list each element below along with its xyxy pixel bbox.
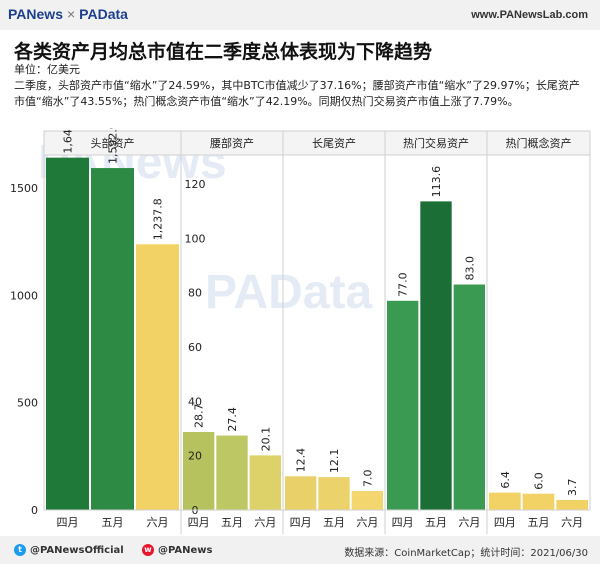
bar [420,201,452,510]
source-note: 数据来源：CoinMarketCap；统计时间：2021/06/30 [344,548,588,559]
category-label: 六月 [561,516,583,529]
category-label: 五月 [425,516,447,529]
data-label: 27.4 [226,407,239,432]
category-label: 四月 [494,516,516,529]
y-tick-label: 500 [17,397,38,410]
brand-panews: PANews [8,6,63,22]
data-label: 113.6 [430,166,443,198]
y-tick-label: 100 [185,232,206,245]
bar [249,455,281,510]
bar [46,157,89,511]
category-label: 五月 [102,516,124,529]
footer-bar: t @PANewsOfficial w @PANews 数据来源：CoinMar… [0,536,600,564]
twitter-label: @PANewsOfficial [30,544,124,556]
bar [318,477,350,510]
description-text: 二季度，头部资产市值“缩水”了24.59%，其中BTC市值减少了37.16%；腰… [14,79,580,108]
category-label: 四月 [57,516,79,529]
category-label: 五月 [528,516,550,529]
y-tick-label: 0 [31,504,38,517]
panel-title: 腰部资产 [210,136,254,150]
weibo-icon: w [142,544,154,556]
twitter-icon: t [14,544,26,556]
top-bar: PANews × PAData www.PANewsLab.com [0,0,600,30]
bar [556,499,588,510]
category-label: 四月 [290,516,312,529]
bar [489,492,521,510]
watermark-padata: PAData [205,266,372,319]
site-url: www.PANewsLab.com [471,9,588,21]
panel-title: 热门交易资产 [403,136,469,150]
category-label: 六月 [147,516,169,529]
y-tick-label: 1000 [10,289,38,302]
bar [136,244,179,511]
data-label: 1,641.4 [62,128,75,154]
y-tick-label: 80 [188,287,202,300]
weibo-handle: w @PANews [142,544,213,556]
data-label: 28.7 [193,404,206,429]
brand-padata: PAData [79,6,128,22]
bar [183,432,215,510]
category-label: 六月 [356,516,378,529]
data-label: 1,592.9 [107,128,120,164]
panel-title: 长尾资产 [312,136,356,150]
panel-title: 头部资产 [91,136,135,150]
y-tick-label: 60 [188,341,202,354]
page-title: 各类资产月均总市值在二季度总体表现为下降趋势 [14,41,433,63]
data-label: 1,237.8 [152,198,165,240]
data-label: 83.0 [463,256,476,281]
data-label: 6.0 [533,472,546,490]
unit-label: 单位：亿美元 [14,63,80,76]
y-tick-label: 120 [185,178,206,191]
bar [91,168,134,510]
data-label: 20.1 [259,427,272,452]
weibo-label: @PANews [158,544,213,556]
panel-title: 热门概念资产 [506,136,572,150]
bar [387,300,419,510]
bar [216,435,248,510]
bar [285,476,317,510]
data-label: 6.4 [499,471,512,489]
category-label: 五月 [221,516,243,529]
category-label: 五月 [323,516,345,529]
data-label: 12.1 [328,449,341,474]
brand-separator: × [66,6,76,22]
brand-logo: PANews × PAData [8,6,128,22]
y-tick-label: 20 [188,450,202,463]
y-tick-label: 40 [188,395,202,408]
category-label: 四月 [392,516,414,529]
twitter-handle: t @PANewsOfficial [14,544,124,556]
bar [351,490,383,510]
category-label: 四月 [188,516,210,529]
data-label: 3.7 [566,478,579,496]
y-tick-label: 1500 [10,182,38,195]
data-label: 12.4 [295,448,308,473]
bar [522,493,555,510]
chart-area: PANewsPAData头部资产1,641.4四月1,592.9五月1,237.… [10,128,591,534]
bar [453,284,485,510]
panel-title-band [43,130,591,156]
category-label: 六月 [254,516,276,529]
category-label: 六月 [458,516,480,529]
data-label: 77.0 [397,272,410,297]
data-label: 7.0 [361,469,374,487]
